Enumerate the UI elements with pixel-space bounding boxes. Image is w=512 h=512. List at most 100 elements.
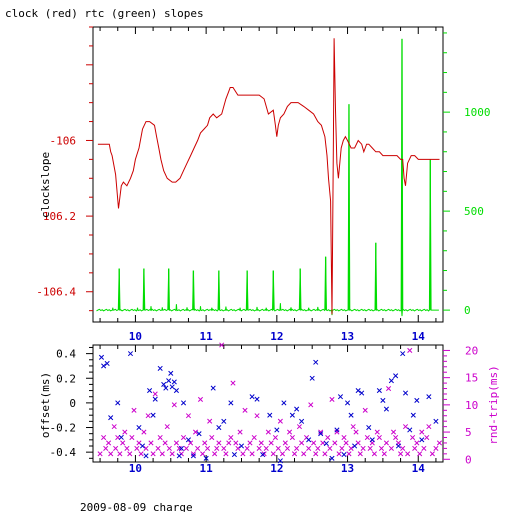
rnd-trip-point [315,445,321,451]
y2-tick-label: 500 [464,205,484,218]
offset-point [309,375,315,381]
rnd-trip-point [378,445,385,451]
offset-point [352,443,358,449]
rnd-trip-point [152,391,158,397]
bottom-x-ticks: 10 11 12 13 14 [99,345,437,475]
offset-point [108,415,114,421]
offset-point [355,388,361,394]
offset-point [216,424,222,431]
rnd-trip-point [360,445,366,451]
rnd-trip-point [313,451,319,457]
rnd-trip-point [162,440,168,446]
rnd-trip-point [235,445,241,451]
rnd-trip-point [386,385,392,392]
offset-point [173,388,179,394]
offset-point [196,431,202,437]
y-tick-label: 0.2 [56,372,76,385]
rnd-trip-point [183,445,189,451]
top-panel: 10 11 12 13 14 -106 106.2 -106.4 1000 500 0 cloc… [36,26,491,343]
rnd-trip-point [190,451,196,457]
y-tick-label: -106.4 [36,286,76,299]
top-panel-frame [92,26,444,323]
rnd-trip-point [131,407,137,413]
rnd-trip-point [282,440,288,446]
rnd-trip-point [169,451,175,457]
offset-point [260,452,266,458]
offset-point [414,397,420,403]
rnd-trip-point [155,445,161,451]
rnd-trip-point [173,440,179,446]
offset-point [334,427,340,433]
rnd-trip-point [364,434,370,441]
y2-tick-label: 0 [465,453,472,466]
rnd-trip-point [171,402,177,408]
offset-series [98,351,439,464]
offset-point [388,378,394,384]
bottom-y2-axis-label: rnd-trip(ms) [487,365,500,444]
rnd-trip-point [308,402,314,408]
rnd-trip-point [329,396,335,402]
rnd-trip-point [332,440,338,446]
y-tick-label: -0.4 [50,446,77,459]
top-y-axis-label: clockslope [39,152,52,218]
offset-point [176,453,182,459]
offset-point [178,445,184,452]
offset-point [221,418,227,424]
rnd-trip-point [374,429,380,435]
offset-point [402,390,409,396]
offset-point [395,443,402,449]
rnd-trip-point [157,434,163,441]
rnd-trip-point [402,424,409,430]
rnd-trip-point [426,424,432,430]
offset-point [359,390,365,396]
rnd-trip-point [150,451,156,457]
rnd-trip-point [141,429,147,435]
rnd-trip-point [334,429,340,435]
x-tick-label: 12 [270,330,283,343]
offset-point [238,443,245,449]
rnd-trip-point [228,434,234,441]
rnd-trip-point [138,451,144,457]
rnd-trip-point [108,451,114,457]
clock-series-line [97,38,440,315]
rnd-trip-point [166,445,172,451]
offset-point [168,370,174,376]
offset-point [277,458,283,464]
y-tick-label: -0.2 [50,422,77,435]
rnd-trip-point [180,434,187,441]
offset-point [348,412,354,418]
y2-tick-label: 10 [465,399,478,412]
bottom-right-ticks: 20 15 10 5 0 [443,344,478,466]
rnd-trip-point [289,434,295,441]
rnd-trip-point [192,429,199,435]
rnd-trip-point [348,445,354,451]
rnd-trip-point [381,451,387,457]
rnd-trip-point [429,451,435,457]
y-tick-label: 106.2 [43,210,76,223]
rnd-trip-point [407,347,413,353]
y-tick-label: -106 [50,134,77,147]
offset-point [166,378,172,384]
rnd-trip-point [117,451,123,457]
rnd-trip-point [219,342,225,348]
offset-point [267,412,273,418]
rnd-trip-point [311,440,317,446]
rnd-trip-point [350,424,356,430]
rnd-trip-point [127,451,133,457]
offset-point [115,400,121,406]
rnd-trip-point [230,380,236,386]
bottom-left-ticks: 0.4 0.2 0 -0.2 -0.4 [50,346,93,459]
rnd-trip-point [263,445,269,451]
rnd-trip-point [247,440,253,446]
rnd-trip-point [200,451,206,457]
rnd-trip-point [101,434,107,441]
rnd-trip-point [400,445,406,451]
x-tick-label: 13 [341,330,354,343]
rnd-trip-point [322,451,328,457]
rnd-trip-point [414,440,420,446]
rnd-trip-point [197,396,204,402]
rnd-trip-point [421,445,427,451]
offset-point [228,400,234,406]
chart-title: clock (red) rtc (green) slopes [5,7,204,20]
rnd-trip-point [343,440,349,446]
